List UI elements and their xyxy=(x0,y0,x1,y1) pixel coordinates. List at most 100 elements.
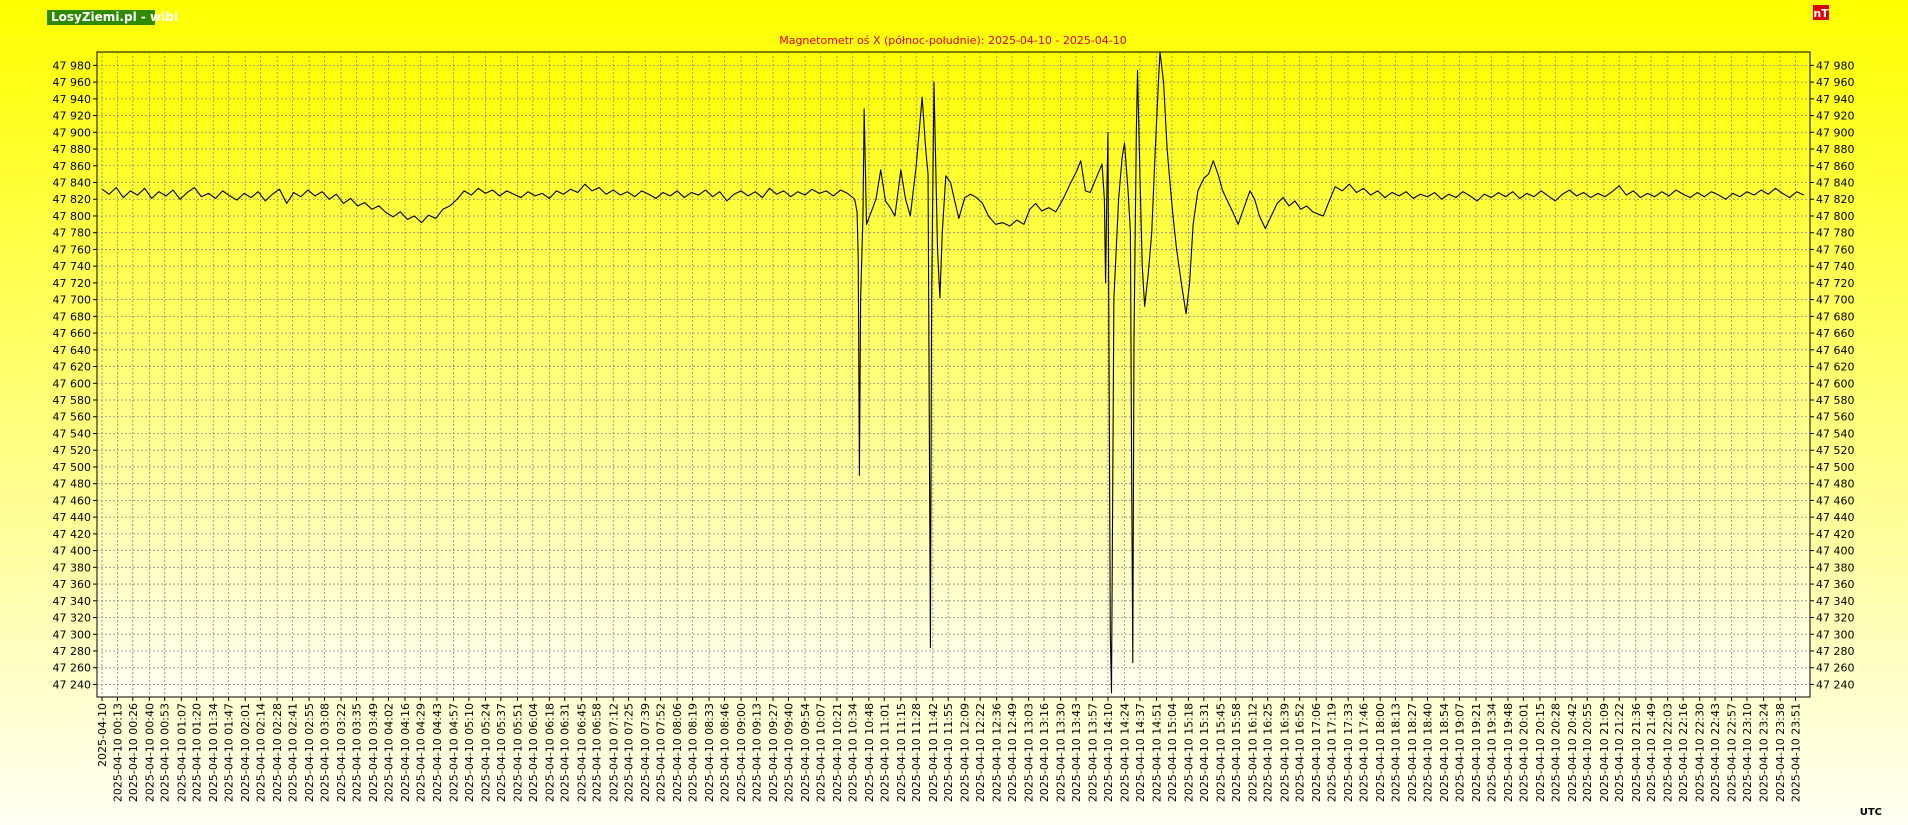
y-tick-label: 47 420 xyxy=(1816,528,1855,541)
logo: LosyZiemi.pl - wibi xyxy=(51,10,178,24)
y-tick-label: 47 940 xyxy=(1816,93,1855,106)
x-tick-label: 2025-04-10 xyxy=(96,703,109,767)
x-tick-label: 2025-04-10 15:58 xyxy=(1230,703,1243,802)
x-tick-label: 2025-04-10 05:51 xyxy=(511,703,524,802)
x-tick-label: 2025-04-10 13:43 xyxy=(1070,703,1083,802)
y-tick-label: 47 540 xyxy=(1816,427,1855,440)
y-tick-label: 47 740 xyxy=(1816,260,1855,273)
x-tick-label: 2025-04-10 04:02 xyxy=(382,703,395,802)
x-tick-label: 2025-04-10 22:57 xyxy=(1726,703,1739,802)
x-tick-label: 2025-04-10 19:21 xyxy=(1470,703,1483,802)
x-tick-label: 2025-04-10 21:09 xyxy=(1598,703,1611,802)
x-tick-label: 2025-04-10 20:01 xyxy=(1517,703,1530,802)
x-tick-label: 2025-04-10 01:07 xyxy=(175,703,188,802)
x-tick-label: 2025-04-10 05:10 xyxy=(463,703,476,802)
x-tick-label: 2025-04-10 03:08 xyxy=(318,703,331,802)
y-tick-label: 47 260 xyxy=(53,662,92,675)
logo-box xyxy=(47,10,155,25)
y-tick-label: 47 860 xyxy=(1816,160,1855,173)
time-zone: UTC xyxy=(1860,807,1882,818)
y-tick-label: 47 660 xyxy=(1816,327,1855,340)
x-tick-label: 2025-04-10 18:40 xyxy=(1421,703,1434,802)
x-tick-label: 2025-04-10 18:13 xyxy=(1390,703,1403,802)
y-tick-label: 47 880 xyxy=(1816,143,1855,156)
x-tick-label: 2025-04-10 10:07 xyxy=(814,703,827,802)
y-tick-label: 47 240 xyxy=(53,678,92,691)
x-tick-label: 2025-04-10 09:00 xyxy=(735,703,748,802)
x-tick-label: 2025-04-10 10:21 xyxy=(831,703,844,802)
x-tick-label: 2025-04-10 22:16 xyxy=(1677,703,1690,802)
x-tick-label: 2025-04-10 13:57 xyxy=(1087,703,1100,802)
y-tick-label: 47 820 xyxy=(53,193,92,206)
x-tick-label: 2025-04-10 04:16 xyxy=(399,703,412,802)
unit-box xyxy=(1813,5,1829,20)
x-tick-label: 2025-04-10 17:19 xyxy=(1326,703,1339,802)
y-tick-label: 47 520 xyxy=(1816,444,1855,457)
x-tick-label: 2025-04-10 08:46 xyxy=(719,703,732,802)
x-tick-label: 2025-04-10 02:41 xyxy=(287,703,300,802)
y-tick-label: 47 960 xyxy=(1816,76,1855,89)
y-tick-label: 47 900 xyxy=(53,126,92,139)
x-tick-label: 2025-04-10 21:49 xyxy=(1645,703,1658,802)
y-tick-label: 47 920 xyxy=(1816,110,1855,123)
y-tick-label: 47 760 xyxy=(1816,243,1855,256)
x-tick-label: 2025-04-10 03:22 xyxy=(335,703,348,802)
x-tick-label: 2025-04-10 01:20 xyxy=(191,703,204,802)
x-tick-label: 2025-04-10 02:01 xyxy=(239,703,252,802)
x-tick-label: 2025-04-10 12:22 xyxy=(974,703,987,802)
x-tick-label: 2025-04-10 09:13 xyxy=(750,703,763,802)
y-tick-label: 47 900 xyxy=(1816,126,1855,139)
x-tick-label: 2025-04-10 10:48 xyxy=(863,703,876,802)
y-tick-label: 47 240 xyxy=(1816,678,1855,691)
x-tick-label: 2025-04-10 22:03 xyxy=(1662,703,1675,802)
x-tick-label: 2025-04-10 07:12 xyxy=(607,703,620,802)
x-tick-label: 2025-04-10 15:31 xyxy=(1198,703,1211,802)
x-tick-label: 2025-04-10 10:34 xyxy=(846,703,859,802)
x-tick-label: 2025-04-10 05:37 xyxy=(495,703,508,802)
x-tick-label: 2025-04-10 07:52 xyxy=(655,703,668,802)
x-tick-label: 2025-04-10 01:34 xyxy=(207,703,220,802)
x-tick-label: 2025-04-10 22:30 xyxy=(1694,703,1707,802)
y-tick-label: 47 880 xyxy=(53,143,92,156)
x-tick-label: 2025-04-10 14:10 xyxy=(1102,703,1115,802)
x-tick-label: 2025-04-10 14:37 xyxy=(1134,703,1147,802)
y-tick-label: 47 340 xyxy=(53,595,92,608)
x-tick-label: 2025-04-10 04:29 xyxy=(414,703,427,802)
y-tick-label: 47 920 xyxy=(53,110,92,123)
x-tick-label: 2025-04-10 07:25 xyxy=(623,703,636,802)
y-tick-label: 47 640 xyxy=(53,344,92,357)
y-tick-label: 47 300 xyxy=(1816,628,1855,641)
x-tick-label: 2025-04-10 16:25 xyxy=(1262,703,1275,802)
plot-area xyxy=(96,51,1811,698)
x-tick-label: 2025-04-10 16:52 xyxy=(1294,703,1307,802)
x-tick-label: 2025-04-10 15:45 xyxy=(1214,703,1227,802)
chart-title: Magnetometr oś X (północ-południe): 2025… xyxy=(779,34,1127,47)
y-tick-label: 47 280 xyxy=(53,645,92,658)
y-tick-label: 47 400 xyxy=(1816,545,1855,558)
y-tick-label: 47 740 xyxy=(53,260,92,273)
x-tick-label: 2025-04-10 11:15 xyxy=(895,703,908,802)
x-tick-label: 2025-04-10 06:31 xyxy=(559,703,572,802)
y-tick-label: 47 380 xyxy=(1816,561,1855,574)
x-tick-label: 2025-04-10 15:18 xyxy=(1182,703,1195,802)
y-tick-label: 47 360 xyxy=(53,578,92,591)
x-tick-label: 2025-04-10 16:12 xyxy=(1246,703,1259,802)
y-tick-label: 47 300 xyxy=(53,628,92,641)
x-tick-label: 2025-04-10 00:53 xyxy=(159,703,172,802)
y-tick-label: 47 440 xyxy=(1816,511,1855,524)
x-tick-label: 2025-04-10 08:33 xyxy=(703,703,716,802)
y-tick-label: 47 700 xyxy=(53,294,92,307)
y-tick-label: 47 820 xyxy=(1816,193,1855,206)
y-tick-label: 47 260 xyxy=(1816,662,1855,675)
y-tick-label: 47 540 xyxy=(53,427,92,440)
x-tick-label: 2025-04-10 23:38 xyxy=(1774,703,1787,802)
x-tick-label: 2025-04-10 15:04 xyxy=(1166,703,1179,802)
y-tick-label: 47 460 xyxy=(1816,494,1855,507)
y-tick-label: 47 800 xyxy=(1816,210,1855,223)
y-tick-label: 47 600 xyxy=(53,377,92,390)
x-tick-label: 2025-04-10 22:43 xyxy=(1709,703,1722,802)
x-tick-label: 2025-04-10 00:26 xyxy=(127,703,140,802)
x-tick-label: 2025-04-10 04:57 xyxy=(447,703,460,802)
x-tick-label: 2025-04-10 02:14 xyxy=(255,703,268,802)
y-tick-label: 47 480 xyxy=(1816,478,1855,491)
